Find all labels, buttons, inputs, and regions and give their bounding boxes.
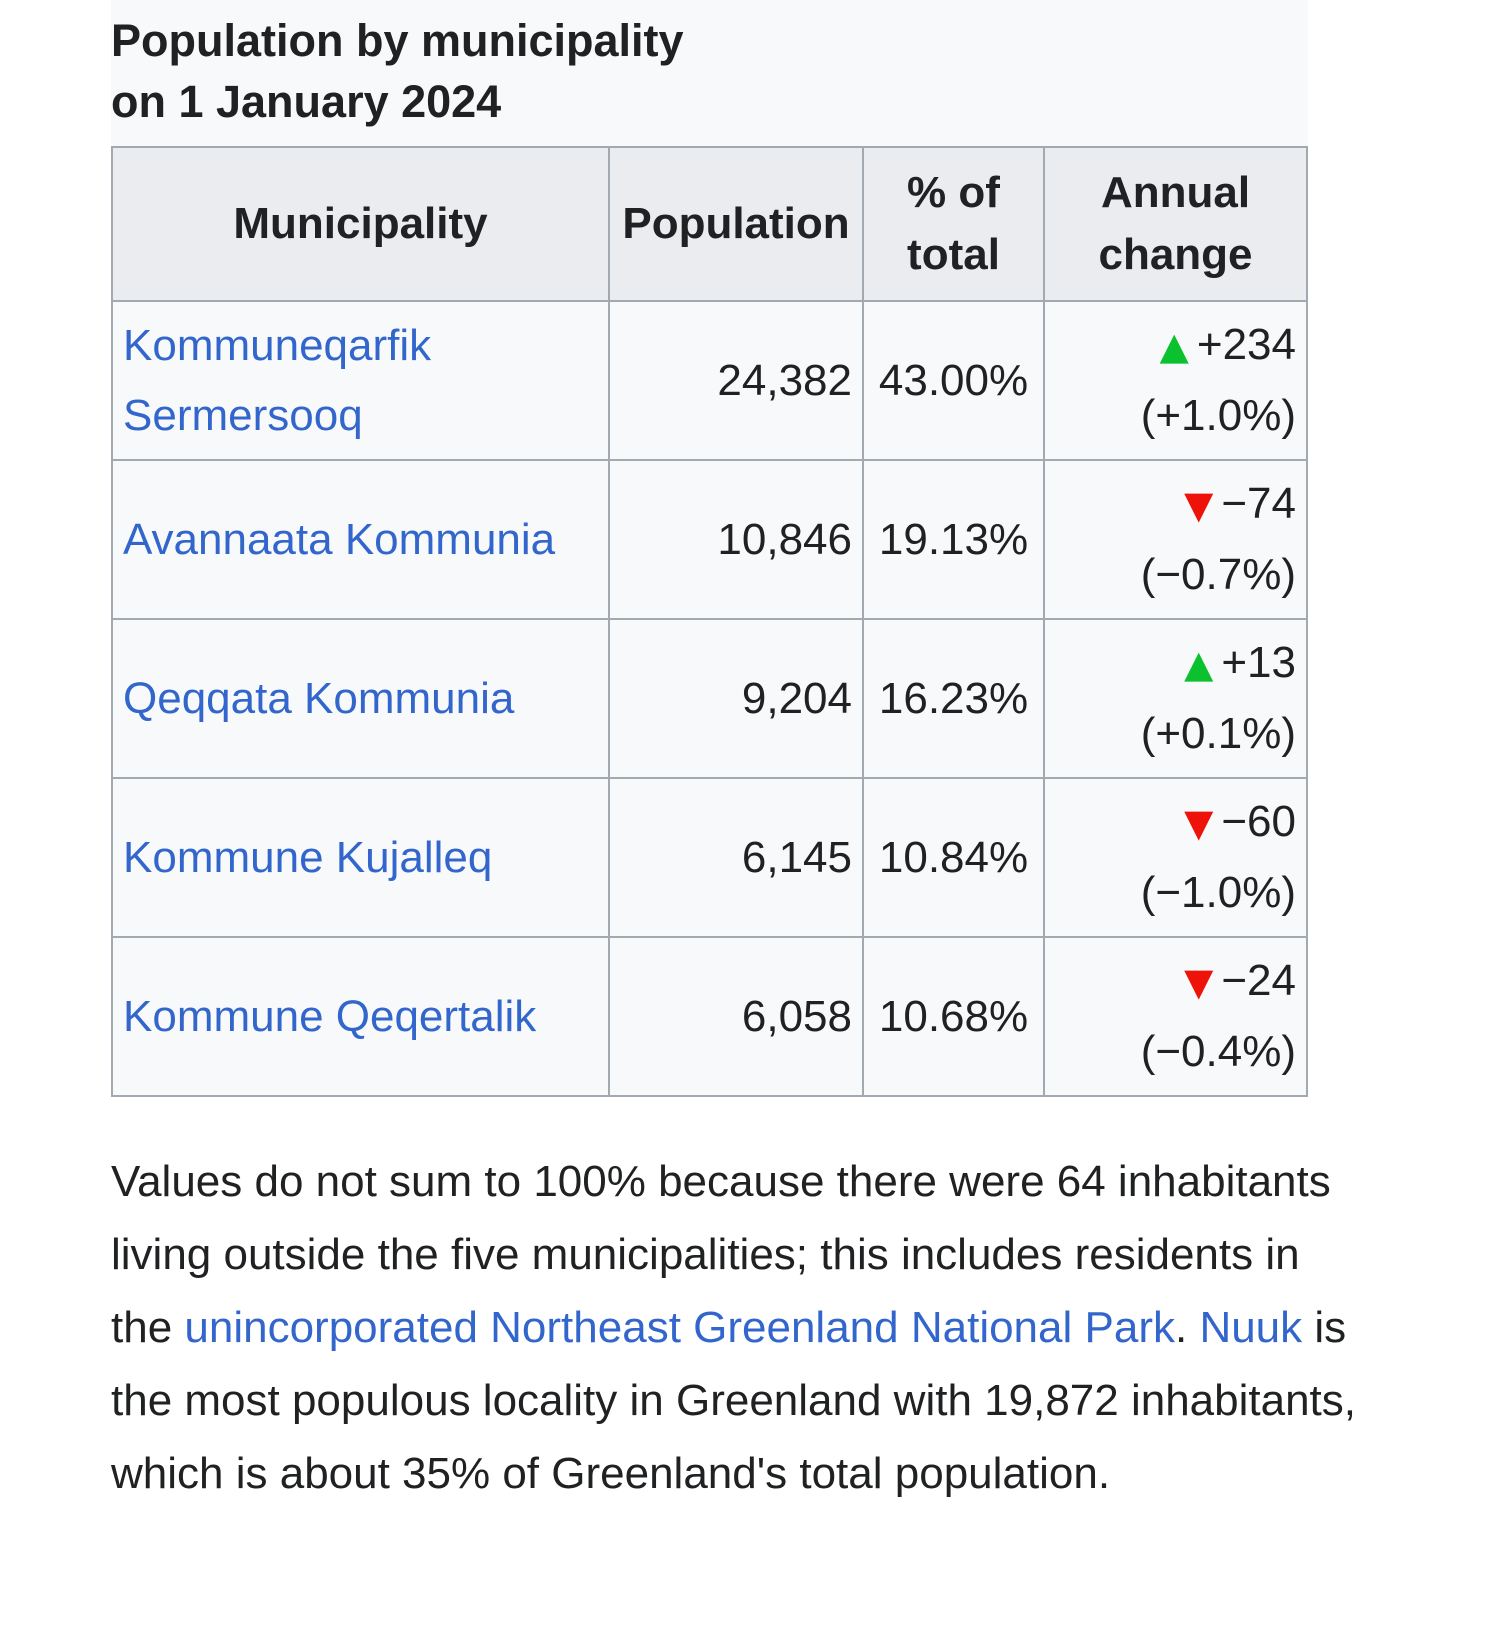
table-caption: Population by municipality on 1 January … <box>111 0 1308 146</box>
footnote-text: . <box>1174 1303 1200 1352</box>
footnote-text: is the most populous locality in Greenla… <box>111 1303 1356 1498</box>
table-row: Qeqqata Kommunia 9,204 16.23% ▲ +13 (+0.1… <box>111 618 1308 779</box>
municipality-link[interactable]: Kommune Qeqertalik <box>123 991 537 1041</box>
annual-change-cell: ▲ +13 (+0.1%) <box>1043 618 1308 779</box>
table-header-row: Municipality Population % of total Annua… <box>111 146 1308 302</box>
annual-change-pct: (−0.4%) <box>1140 1027 1296 1076</box>
decrease-icon: ▼ <box>1184 483 1214 527</box>
table-caption-line1: Population by municipality <box>111 15 684 66</box>
annual-change-pct: (−1.0%) <box>1140 868 1296 917</box>
municipality-link[interactable]: Kommune Kujalleq <box>123 832 493 882</box>
population-value: 6,058 <box>608 936 864 1097</box>
annual-change-cell: ▼ −24 (−0.4%) <box>1043 936 1308 1097</box>
pct-of-total-value: 10.68% <box>862 936 1045 1097</box>
column-header-pct-of-total: % of total <box>862 146 1045 302</box>
table-row: Avannaata Kommunia 10,846 19.13% ▼ −74 (−… <box>111 459 1308 620</box>
municipality-link[interactable]: Qeqqata Kommunia <box>123 673 515 723</box>
population-value: 9,204 <box>608 618 864 779</box>
column-header-annual-change: Annual change <box>1043 146 1308 302</box>
annual-change-pct: (+0.1%) <box>1140 709 1296 758</box>
footnote-text: Values do not sum to 100% because there … <box>111 1157 1331 1352</box>
pct-of-total-value: 19.13% <box>862 459 1045 620</box>
population-value: 6,145 <box>608 777 864 938</box>
pct-of-total-value: 10.84% <box>862 777 1045 938</box>
column-header-population: Population <box>608 146 864 302</box>
annual-change-value: +13 <box>1221 638 1296 687</box>
article-content: Population by municipality on 1 January … <box>111 0 1381 1510</box>
northeast-greenland-national-park-link[interactable]: unincorporated Northeast Greenland Natio… <box>184 1303 1175 1352</box>
annual-change-value: −60 <box>1221 797 1296 846</box>
population-value: 24,382 <box>608 300 864 461</box>
decrease-icon: ▼ <box>1184 960 1214 1004</box>
municipality-link[interactable]: Kommuneqarfik Sermersooq <box>123 320 432 440</box>
annual-change-cell: ▼ −60 (−1.0%) <box>1043 777 1308 938</box>
table-caption-line2: on 1 January 2024 <box>111 76 502 127</box>
table-row: Kommuneqarfik Sermersooq 24,382 43.00% ▲… <box>111 300 1308 461</box>
pct-of-total-value: 16.23% <box>862 618 1045 779</box>
table-row: Kommune Kujalleq 6,145 10.84% ▼ −60 (−1.0… <box>111 777 1308 938</box>
pct-of-total-value: 43.00% <box>862 300 1045 461</box>
annual-change-pct: (+1.0%) <box>1140 391 1296 440</box>
annual-change-cell: ▲ +234 (+1.0%) <box>1043 300 1308 461</box>
population-by-municipality-table: Population by municipality on 1 January … <box>111 0 1308 1097</box>
annual-change-cell: ▼ −74 (−0.7%) <box>1043 459 1308 620</box>
table-row: Kommune Qeqertalik 6,058 10.68% ▼ −24 (−0… <box>111 936 1308 1097</box>
annual-change-value: −24 <box>1221 956 1296 1005</box>
column-header-municipality: Municipality <box>111 146 610 302</box>
annual-change-value: +234 <box>1196 320 1296 369</box>
population-value: 10,846 <box>608 459 864 620</box>
increase-icon: ▲ <box>1184 642 1214 686</box>
footnote-paragraph: Values do not sum to 100% because there … <box>111 1145 1371 1510</box>
annual-change-pct: (−0.7%) <box>1140 550 1296 599</box>
municipality-link[interactable]: Avannaata Kommunia <box>123 514 556 564</box>
annual-change-value: −74 <box>1221 479 1296 528</box>
nuuk-link[interactable]: Nuuk <box>1199 1303 1303 1352</box>
decrease-icon: ▼ <box>1184 801 1214 845</box>
increase-icon: ▲ <box>1159 324 1189 368</box>
